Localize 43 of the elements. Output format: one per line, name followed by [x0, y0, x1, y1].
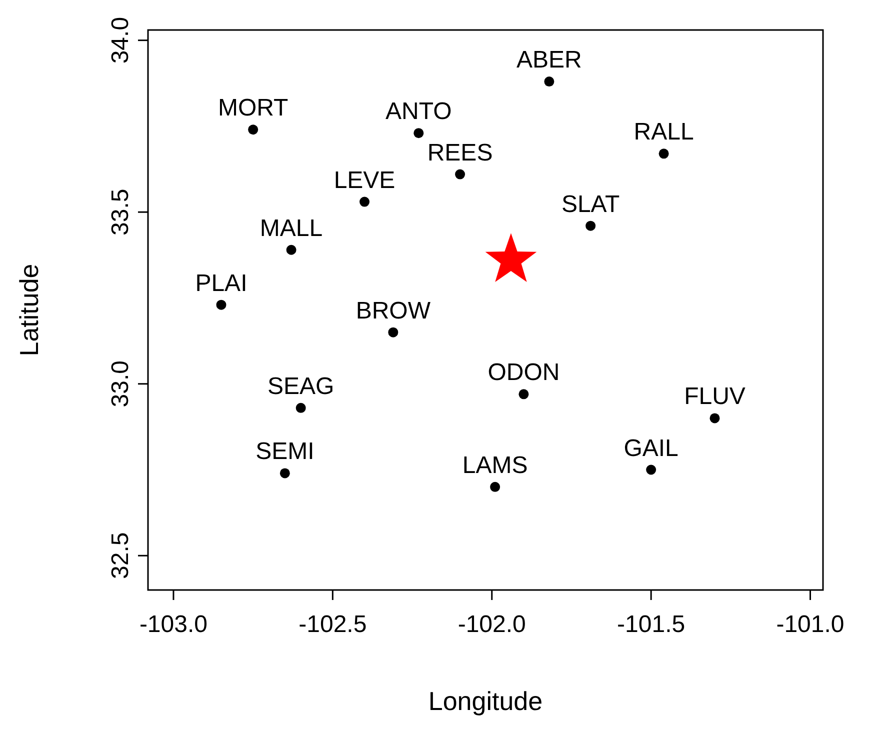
y-tick-label: 33.5: [107, 188, 134, 236]
x-tick-label: -101.0: [776, 611, 844, 638]
series-label: REES: [427, 139, 493, 166]
series-label: MALL: [260, 214, 323, 242]
point: [646, 464, 656, 475]
series-label: ABER: [516, 46, 582, 74]
series-label: LEVE: [334, 166, 396, 194]
series-label: SEMI: [256, 438, 314, 466]
series-label: ANTO: [386, 98, 452, 126]
y-axis-title: Latitude: [14, 264, 44, 356]
y-tick-label: 34.0: [107, 16, 134, 64]
point: [248, 124, 258, 135]
series-label: FLUV: [684, 383, 746, 410]
point: [710, 413, 720, 424]
point: [658, 148, 669, 159]
x-tick-label: -102.0: [458, 611, 526, 638]
point: [388, 327, 398, 338]
series-label: PLAI: [195, 270, 248, 297]
x-tick-label: -101.5: [617, 611, 686, 638]
point: [544, 76, 554, 87]
x-axis-title: Longitude: [428, 686, 543, 716]
series-label: ODON: [488, 359, 560, 386]
point: [586, 220, 596, 231]
x-tick-label: -103.0: [139, 611, 208, 638]
point: [518, 389, 529, 400]
series-label: LAMS: [462, 452, 528, 479]
series-label: GAIL: [624, 434, 678, 462]
point: [286, 244, 296, 255]
point: [490, 482, 500, 492]
point: [296, 402, 306, 413]
point: [455, 169, 466, 180]
point: [414, 128, 424, 138]
series-label: SEAG: [267, 372, 334, 400]
series-label: RALL: [634, 118, 694, 146]
point: [216, 300, 226, 310]
point: [280, 468, 290, 478]
y-tick-label: 32.5: [107, 532, 134, 580]
series-label: BROW: [356, 297, 431, 324]
series-label: MORT: [218, 94, 289, 122]
x-tick-label: -102.5: [298, 611, 367, 638]
y-tick-label: 33.0: [107, 360, 134, 408]
point: [360, 196, 370, 207]
series-label: SLAT: [561, 190, 620, 218]
